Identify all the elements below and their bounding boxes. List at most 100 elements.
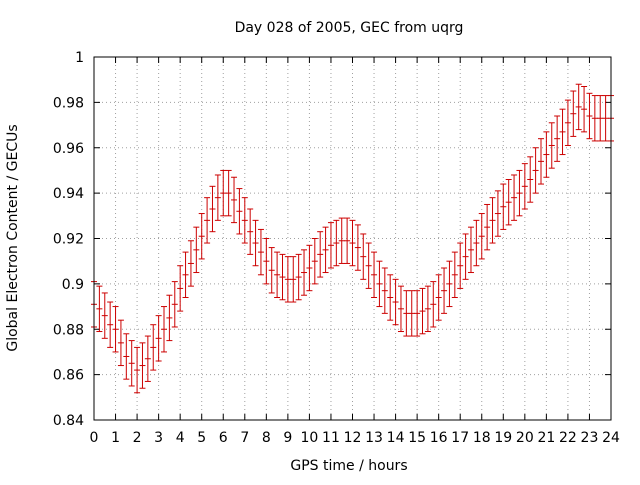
error-bar-point [117, 319, 124, 367]
error-bar-point [387, 274, 394, 321]
error-bar-point [354, 224, 361, 271]
error-bar-point [123, 333, 130, 380]
x-tick-label: 5 [197, 430, 206, 446]
error-bar-point [338, 217, 345, 264]
error-bar-point [478, 213, 485, 260]
y-tick-label: 0.9 [62, 277, 84, 293]
error-bar-point [112, 306, 119, 353]
error-bar-point [554, 115, 561, 162]
error-bar-point [107, 301, 114, 348]
error-bar-point [327, 222, 334, 269]
error-bar-point [500, 183, 507, 230]
error-bar-point [193, 226, 200, 274]
error-bar-point [408, 290, 415, 337]
error-bar-point [144, 335, 151, 382]
error-bar-point [365, 242, 372, 289]
error-bar-point [516, 169, 523, 217]
error-bar-point [311, 238, 318, 285]
x-tick-label: 10 [301, 430, 319, 446]
error-bar-point [274, 251, 281, 298]
error-bar-point [101, 292, 108, 339]
error-bar-point [430, 281, 437, 328]
error-bar-point [134, 346, 141, 394]
error-bar-point [392, 278, 399, 326]
error-bar-point [371, 251, 378, 298]
error-bar-point [209, 185, 216, 233]
error-bar-point [257, 228, 264, 276]
error-bar-point [441, 267, 448, 314]
y-tick-label: 0.96 [53, 141, 84, 157]
error-bar-point [414, 290, 421, 337]
error-bar-point [268, 247, 275, 294]
error-bar-point [435, 274, 442, 321]
error-bar-point [349, 219, 356, 267]
plot-frame [93, 56, 612, 421]
error-bar-point [462, 233, 469, 280]
error-bar-point [602, 95, 609, 142]
y-tick-label: 0.98 [53, 95, 84, 111]
error-bar-point [559, 108, 566, 156]
error-bar-point [204, 197, 211, 244]
error-bar-point [489, 197, 496, 244]
error-bar-point [231, 176, 238, 224]
chart-title: Day 028 of 2005, GEC from uqrg [235, 20, 464, 36]
x-axis-label: GPS time / hours [290, 458, 407, 474]
x-tick-label: 1 [111, 430, 120, 446]
x-tick-label: 22 [559, 430, 577, 446]
error-bar-point [128, 340, 135, 387]
x-tick-label: 9 [283, 430, 292, 446]
x-tick-label: 17 [451, 430, 469, 446]
error-bar-point [284, 256, 291, 303]
y-tick-label: 0.86 [53, 368, 84, 384]
x-tick-label: 12 [344, 430, 362, 446]
error-bar-point [220, 169, 227, 217]
error-bar-point [333, 219, 340, 267]
error-bar-point [586, 92, 593, 140]
y-tick-label: 0.94 [53, 186, 84, 202]
error-bar-point [537, 138, 544, 185]
error-bar-point [424, 285, 431, 333]
error-bar-point [301, 249, 308, 296]
error-bar-point [467, 226, 474, 274]
x-tick-label: 11 [322, 430, 340, 446]
error-bar-point [252, 219, 259, 267]
x-tick-label: 15 [408, 430, 426, 446]
y-tick-label: 1 [75, 50, 84, 66]
y-axis-label: Global Electron Content / GECUs [5, 124, 21, 351]
x-tick-label: 2 [133, 430, 142, 446]
error-bar-point [225, 169, 232, 217]
error-bar-point [527, 156, 534, 203]
error-bar-point [446, 260, 453, 308]
error-bar-point [150, 324, 157, 371]
error-bar-point [96, 285, 103, 333]
error-bar-point [376, 260, 383, 308]
error-bar-point [403, 290, 410, 337]
x-tick-label: 21 [537, 430, 555, 446]
error-bar-point [263, 238, 270, 285]
error-bar-point [247, 208, 254, 255]
error-bar-point [581, 85, 588, 133]
error-bar-point [166, 294, 173, 342]
error-bar-point [317, 231, 324, 278]
x-tick-label: 20 [516, 430, 534, 446]
x-tick-label: 6 [219, 430, 228, 446]
error-bar-point [397, 285, 404, 333]
error-bar-point [187, 240, 194, 287]
error-bar-point [494, 190, 501, 237]
error-bar-point [505, 179, 512, 226]
error-bar-point [484, 203, 491, 251]
error-bar-point [241, 197, 248, 244]
x-tick-label: 18 [473, 430, 491, 446]
x-tick-label: 0 [90, 430, 99, 446]
error-bar-point [214, 174, 221, 221]
error-bar-point [279, 253, 286, 301]
error-bar-point [521, 163, 528, 210]
x-tick-label: 4 [176, 430, 185, 446]
x-tick-label: 24 [602, 430, 620, 446]
error-bar-point [473, 219, 480, 267]
y-tick-label: 0.88 [53, 322, 84, 338]
error-bar-point [511, 174, 518, 221]
error-bar-point [236, 188, 243, 235]
error-bar-point [161, 306, 168, 353]
